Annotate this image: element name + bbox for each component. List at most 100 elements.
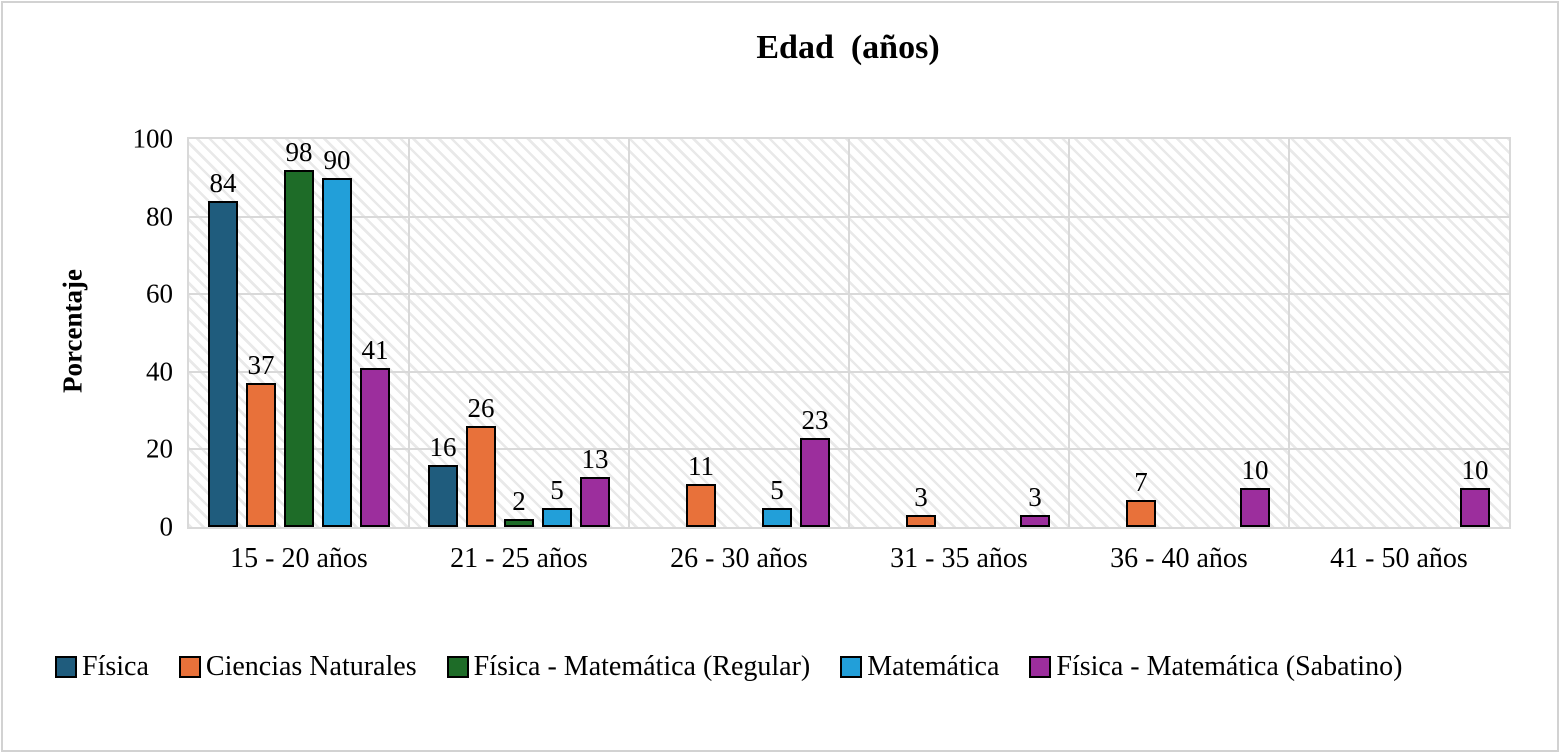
bar-value-label: 7: [1134, 466, 1148, 497]
bar: [686, 484, 716, 527]
category-group: 11 5 23: [629, 139, 849, 527]
y-tick-label: 40: [146, 356, 173, 387]
bar-value-label: 26: [467, 393, 495, 424]
y-tick-label: 80: [146, 201, 173, 232]
legend-swatch: [55, 656, 77, 678]
bar-slot: [982, 139, 1012, 527]
bar: [322, 177, 352, 527]
gridline-vertical: [628, 139, 630, 527]
x-category-label: 26 - 30 años: [670, 543, 808, 574]
legend-swatch: [840, 656, 863, 678]
category-group: 84 37 98 90 41: [189, 139, 409, 527]
bar-slot: 5: [762, 139, 792, 527]
bar-value-label: 3: [1028, 482, 1042, 513]
y-tick-label: 60: [146, 278, 173, 309]
category-group: 10: [1289, 139, 1509, 527]
legend-label: Física - Matemática (Sabatino): [1056, 651, 1403, 682]
y-tick-label: 100: [132, 123, 174, 154]
bar-slot: [648, 139, 678, 527]
bar-slot: 13: [580, 139, 610, 527]
legend-item: Física - Matemática (Regular): [446, 651, 811, 682]
category-group: 7 10: [1069, 139, 1289, 527]
category-group: 16 26 2 5 13: [409, 139, 629, 527]
gridline-vertical: [1068, 139, 1070, 527]
chart-title: Edad (años): [756, 29, 940, 66]
bar-value-label: 5: [550, 474, 564, 505]
bar-value-label: 23: [801, 404, 829, 435]
legend-label: Matemática: [867, 651, 1000, 682]
bar-slot: [724, 139, 754, 527]
bar-value-label: 13: [581, 443, 609, 474]
plot-area: 0 20 40 60 80 100 84 37 98 90 41 15 - 20 años 16 26 2 5…: [133, 125, 1511, 573]
bar-value-label: 10: [1461, 455, 1489, 486]
bar-value-label: 11: [688, 451, 714, 482]
bar-slot: 16: [428, 139, 458, 527]
bar: [906, 515, 936, 527]
bar-slot: 26: [466, 139, 496, 527]
bar-slot: 10: [1460, 139, 1490, 527]
bar-slot: [1308, 139, 1338, 527]
bar-value-label: 3: [914, 482, 928, 513]
bar-slot: 84: [208, 139, 238, 527]
x-category-label: 15 - 20 años: [230, 543, 368, 574]
legend-swatch: [446, 656, 469, 678]
bar-slot: 10: [1240, 139, 1270, 527]
bar: [762, 507, 792, 527]
bar-slot: 7: [1126, 139, 1156, 527]
bar: [284, 170, 314, 527]
y-tick-label: 20: [146, 433, 173, 464]
bar-slot: [1164, 139, 1194, 527]
bar-value-label: 98: [285, 137, 313, 167]
bar-value-label: 90: [323, 144, 351, 175]
bar-slot: 11: [686, 139, 716, 527]
bar-value-label: 5: [770, 474, 784, 505]
bar: [542, 507, 572, 527]
bar-value-label: 10: [1241, 455, 1269, 486]
bar-slot: [1346, 139, 1376, 527]
legend-label: Ciencias Naturales: [205, 651, 417, 682]
bar: [800, 437, 830, 527]
bar: [360, 367, 390, 527]
bar-slot: [868, 139, 898, 527]
bar-slot: 98: [284, 139, 314, 527]
legend-item: Ciencias Naturales: [178, 651, 417, 682]
gridline-vertical: [1288, 139, 1290, 527]
bar-slot: 90: [322, 139, 352, 527]
bar-slot: [1422, 139, 1452, 527]
bar-value-label: 41: [361, 334, 389, 365]
bar-slot: 37: [246, 139, 276, 527]
legend-swatch: [178, 656, 201, 678]
bar-slot: 23: [800, 139, 830, 527]
bar: [580, 476, 610, 527]
y-tick-label: 0: [159, 511, 174, 542]
legend-swatch: [1029, 656, 1052, 678]
gridline-vertical: [848, 139, 850, 527]
bar: [246, 383, 276, 527]
bar-slot: [944, 139, 974, 527]
bar-slot: 2: [504, 139, 534, 527]
legend-item: Física: [55, 653, 149, 681]
bar: [504, 519, 534, 527]
bar: [1126, 499, 1156, 527]
legend-item: Física - Matemática (Sabatino): [1029, 653, 1402, 681]
bar: [1020, 515, 1050, 527]
bar: [1460, 488, 1490, 527]
bar-slot: 3: [906, 139, 936, 527]
bar-value-label: 84: [209, 168, 237, 199]
bar-slot: [1202, 139, 1232, 527]
y-axis-title: Porcentaje: [57, 269, 88, 393]
x-category-label: 31 - 35 años: [890, 543, 1028, 574]
legend-label: Física - Matemática (Regular): [473, 651, 811, 682]
legend-item: Matemática: [840, 653, 999, 681]
bar: [428, 464, 458, 527]
bar-value-label: 37: [247, 350, 275, 381]
x-category-label: 36 - 40 años: [1110, 543, 1248, 574]
chart-legend: Física Ciencias Naturales Física - Matemát…: [55, 653, 1537, 681]
legend-label: Física: [82, 651, 149, 682]
gridline-vertical: [408, 139, 410, 527]
bar: [208, 201, 238, 527]
bar-value-label: 2: [512, 486, 526, 517]
bar-slot: [1384, 139, 1414, 527]
